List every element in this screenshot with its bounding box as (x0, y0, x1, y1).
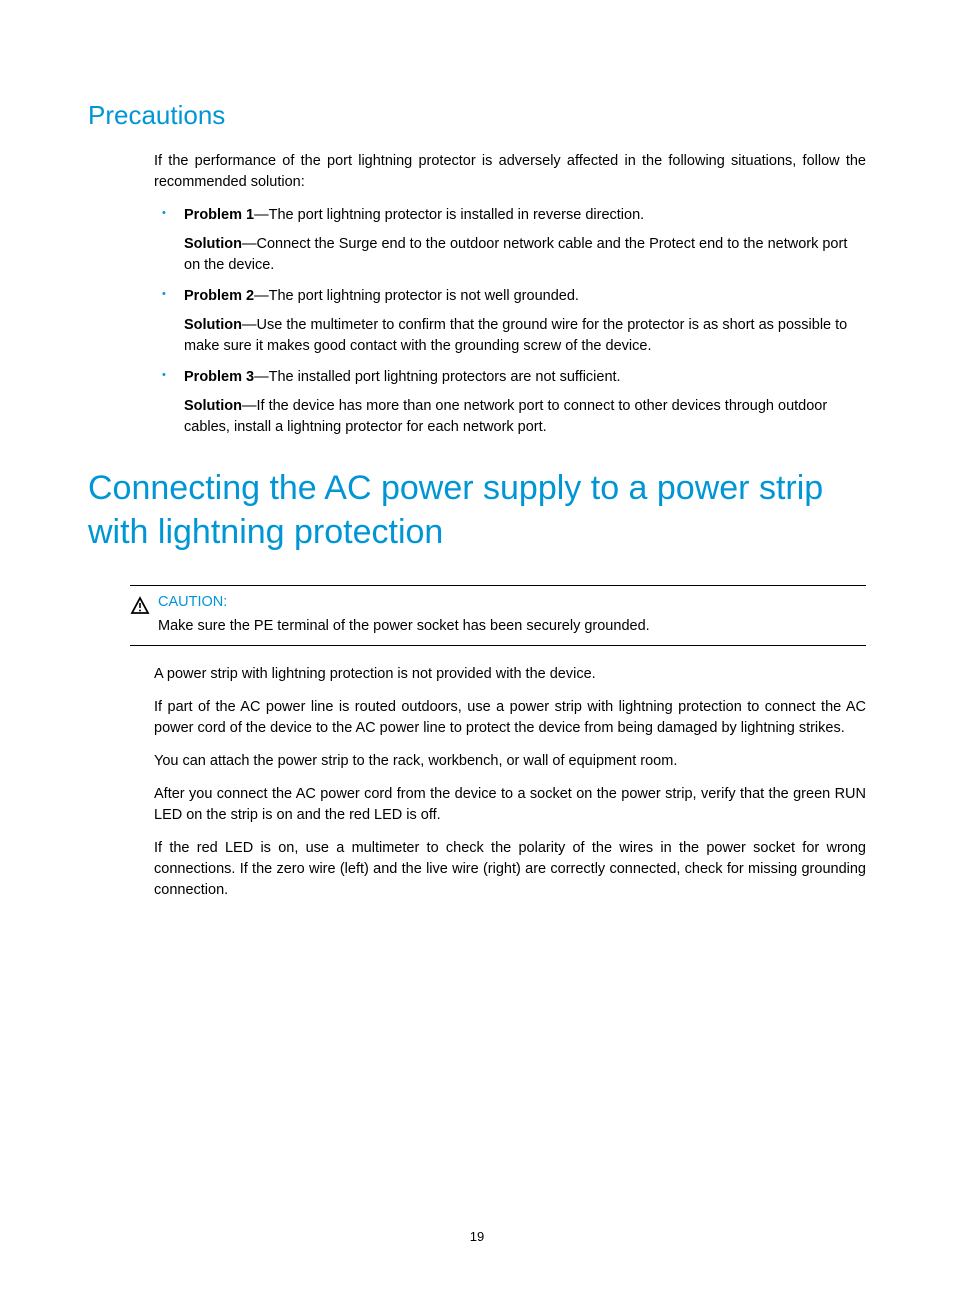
problem-label: Problem 3 (184, 369, 254, 385)
body-paragraph: If part of the AC power line is routed o… (154, 697, 866, 739)
problem-desc: —The port lightning protector is not wel… (254, 288, 579, 304)
page-number: 19 (0, 1229, 954, 1244)
solution-label: Solution (184, 236, 242, 252)
caution-box: CAUTION: Make sure the PE terminal of th… (130, 585, 866, 646)
solution-line: Solution—Use the multimeter to confirm t… (184, 315, 866, 357)
problem-line: Problem 3—The installed port lightning p… (184, 367, 866, 388)
precautions-heading: Precautions (88, 100, 866, 131)
solution-label: Solution (184, 317, 242, 333)
body-paragraph: You can attach the power strip to the ra… (154, 751, 866, 772)
problem-desc: —The installed port lightning protectors… (254, 369, 620, 385)
solution-text: —Use the multimeter to confirm that the … (184, 317, 847, 354)
document-page: Precautions If the performance of the po… (0, 0, 954, 973)
problem-item: Problem 3—The installed port lightning p… (154, 367, 866, 438)
problem-line: Problem 1—The port lightning protector i… (184, 205, 866, 226)
solution-text: —If the device has more than one network… (184, 398, 827, 435)
problem-item: Problem 2—The port lightning protector i… (154, 286, 866, 357)
problem-item: Problem 1—The port lightning protector i… (154, 205, 866, 276)
solution-label: Solution (184, 398, 242, 414)
solution-line: Solution—Connect the Surge end to the ou… (184, 234, 866, 276)
caution-text: Make sure the PE terminal of the power s… (158, 616, 866, 637)
solution-text: —Connect the Surge end to the outdoor ne… (184, 236, 847, 273)
problem-desc: —The port lightning protector is install… (254, 207, 644, 223)
caution-icon (130, 596, 150, 616)
problem-label: Problem 2 (184, 288, 254, 304)
problem-label: Problem 1 (184, 207, 254, 223)
caution-label: CAUTION: (158, 594, 866, 610)
body-paragraph: After you connect the AC power cord from… (154, 784, 866, 826)
section2-heading: Connecting the AC power supply to a powe… (88, 466, 866, 554)
body-paragraph: A power strip with lightning protection … (154, 664, 866, 685)
body-paragraph: If the red LED is on, use a multimeter t… (154, 838, 866, 901)
precautions-intro: If the performance of the port lightning… (154, 151, 866, 193)
solution-line: Solution—If the device has more than one… (184, 396, 866, 438)
problem-line: Problem 2—The port lightning protector i… (184, 286, 866, 307)
problems-list: Problem 1—The port lightning protector i… (154, 205, 866, 438)
